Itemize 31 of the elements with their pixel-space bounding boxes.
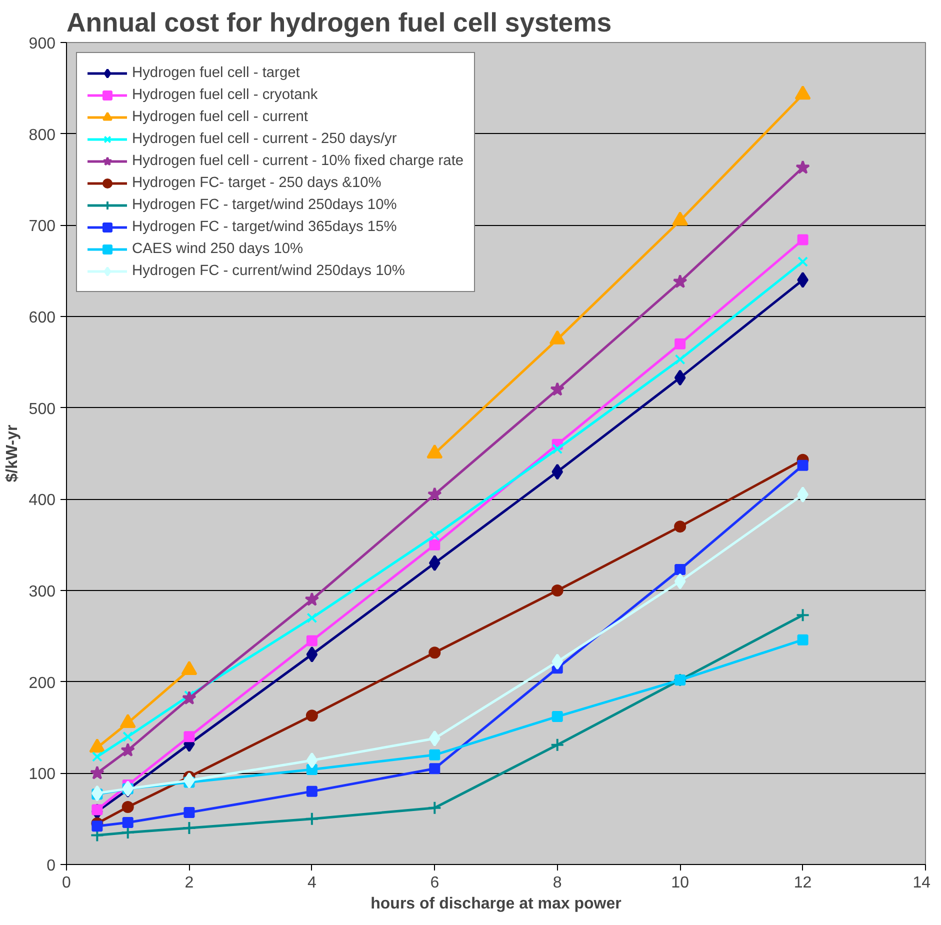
x-tick-label: 8 xyxy=(552,874,562,892)
y-tick-label: 800 xyxy=(28,126,56,144)
legend-label: Hydrogen fuel cell - cryotank xyxy=(132,87,318,103)
legend-label: Hydrogen fuel cell - current - 250 days/yr xyxy=(132,131,397,147)
x-axis-title: hours of discharge at max power xyxy=(370,896,622,912)
x-tick-label: 10 xyxy=(671,874,690,892)
y-tick-label: 100 xyxy=(28,766,56,784)
legend-label: Hydrogen FC - current/wind 250days 10% xyxy=(132,263,405,279)
legend-label: Hydrogen FC - target/wind 365days 15% xyxy=(132,219,397,235)
y-tick-label: 200 xyxy=(28,674,56,692)
y-tick-label: 400 xyxy=(28,492,56,510)
legend-label: Hydrogen fuel cell - current xyxy=(132,109,308,125)
y-tick-label: 700 xyxy=(28,218,56,236)
legend-label: Hydrogen fuel cell - current - 10% fixed charge rate xyxy=(132,153,464,169)
y-axis-title: $/kW-yr xyxy=(4,424,21,482)
x-tick-label: 12 xyxy=(794,874,812,892)
x-tick-label: 2 xyxy=(184,874,194,892)
chart-title: Annual cost for hydrogen fuel cell systems xyxy=(66,8,612,38)
legend-label: Hydrogen FC - target/wind 250days 10% xyxy=(132,197,397,213)
y-tick-label: 900 xyxy=(28,36,56,52)
x-tick-label: 4 xyxy=(307,874,316,892)
y-tick-label: 500 xyxy=(28,400,56,418)
x-tick-label: 0 xyxy=(62,874,72,892)
y-tick-label: 300 xyxy=(28,584,56,600)
legend-label: Hydrogen fuel cell - target xyxy=(132,65,300,81)
y-tick-label: 600 xyxy=(28,310,56,326)
y-tick-label: 0 xyxy=(46,858,56,874)
x-tick-label: 6 xyxy=(430,874,440,892)
legend-label: Hydrogen FC- target - 250 days &10% xyxy=(132,175,382,191)
x-tick-label: 14 xyxy=(912,874,931,892)
legend-label: CAES wind 250 days 10% xyxy=(132,241,304,257)
